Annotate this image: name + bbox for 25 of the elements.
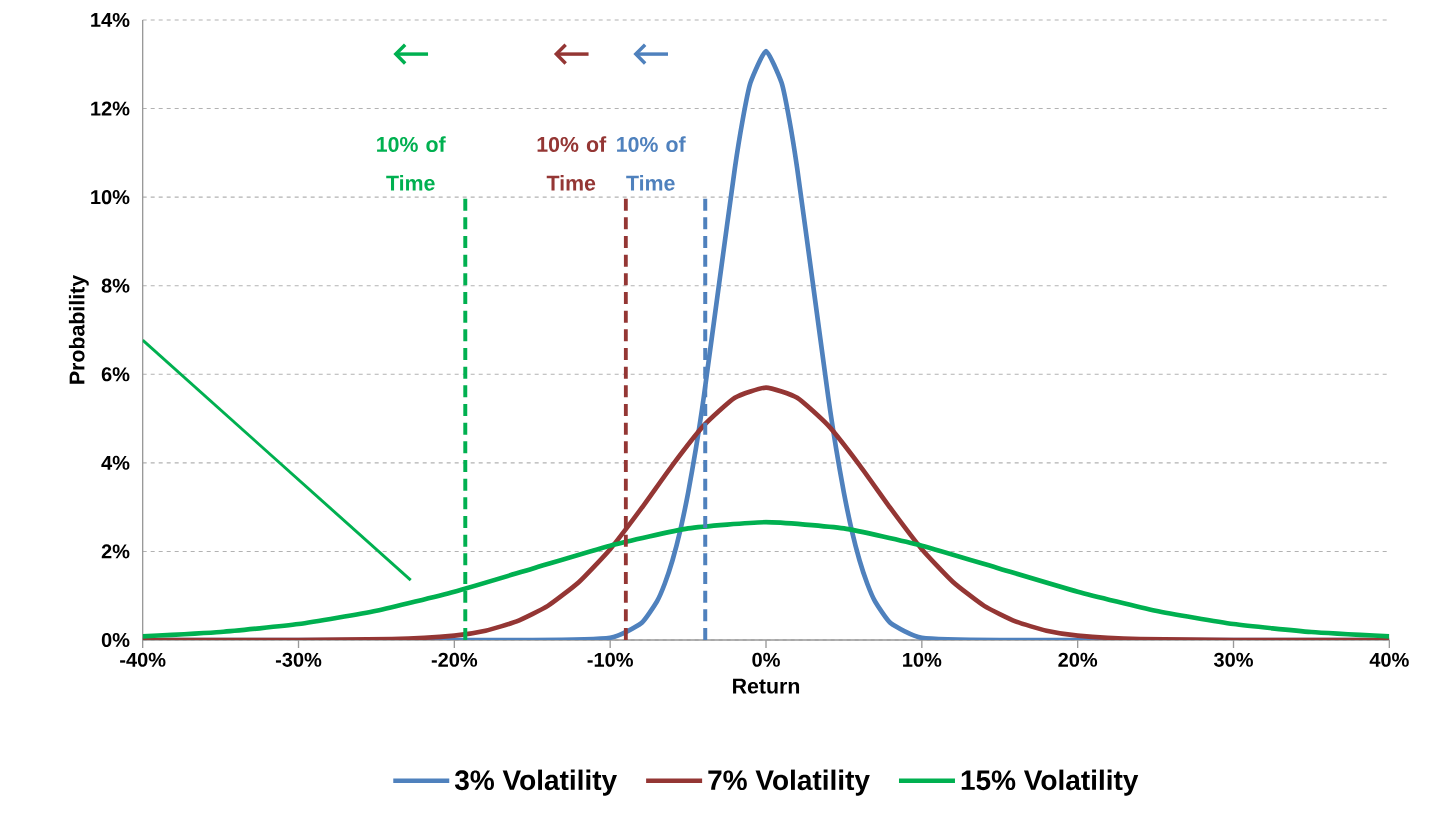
y-tick-label: 6% xyxy=(101,367,130,382)
y-tick-label: 0% xyxy=(101,632,130,648)
legend-label: 15% Volatility xyxy=(961,769,1139,796)
ref-line-label: 10% of Time xyxy=(537,136,607,191)
ref-line-label: 10% of Time xyxy=(377,136,446,191)
x-tick-label: -20% xyxy=(431,652,478,667)
y-tick-label: 4% xyxy=(101,455,130,470)
legend-label: 7% Volatility xyxy=(708,769,870,796)
x-tick-label: 10% xyxy=(903,652,942,667)
y-tick-label: 10% xyxy=(91,190,130,205)
x-tick-label: 0% xyxy=(752,652,780,667)
y-tick-label: 14% xyxy=(91,12,130,28)
x-tick-label: 40% xyxy=(1369,652,1409,667)
x-tick-label: -40% xyxy=(120,652,166,667)
y-tick-label: 8% xyxy=(101,278,130,293)
x-tick-label: 30% xyxy=(1213,652,1253,667)
x-tick-label: 20% xyxy=(1058,652,1098,667)
x-tick-label: -30% xyxy=(275,652,322,667)
y-axis-title: Probability xyxy=(68,274,89,384)
x-axis-title: Return xyxy=(733,678,800,694)
legend-label: 3% Volatility xyxy=(454,769,617,796)
y-tick-label: 2% xyxy=(101,544,130,559)
y-tick-label: 12% xyxy=(91,101,130,116)
ref-line-label: 10% of Time xyxy=(617,136,686,191)
x-tick-label: -10% xyxy=(587,652,633,667)
